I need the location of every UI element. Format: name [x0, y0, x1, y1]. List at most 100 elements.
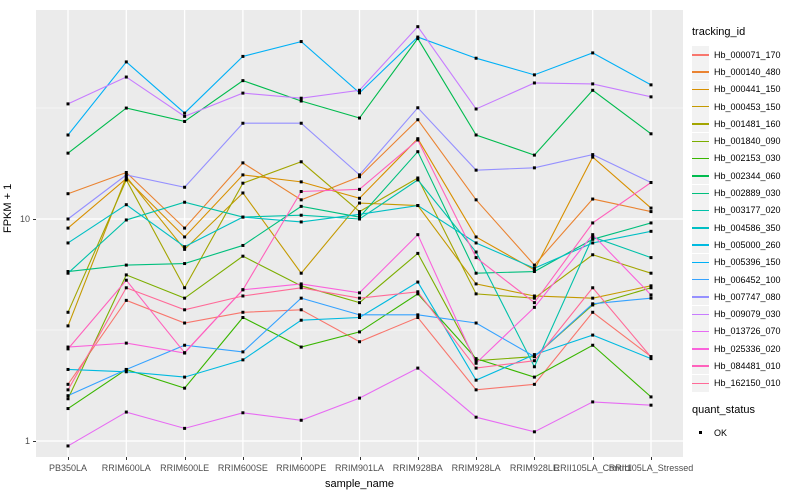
data-point	[474, 133, 478, 137]
data-point	[591, 400, 595, 404]
data-point	[66, 151, 70, 155]
data-point	[591, 233, 595, 237]
data-point	[591, 221, 595, 225]
legend-item-Hb_002344_060: Hb_002344_060	[692, 167, 800, 185]
data-point	[474, 256, 478, 260]
data-point	[66, 345, 70, 349]
data-point	[299, 271, 303, 275]
data-point	[183, 111, 187, 115]
legend-key-line	[692, 330, 709, 333]
legend-key-line	[692, 123, 709, 125]
legend-key-swatch	[692, 253, 709, 271]
data-point	[124, 75, 128, 79]
data-point	[532, 294, 536, 298]
data-point	[474, 388, 478, 392]
data-point	[299, 213, 303, 217]
data-point	[416, 204, 420, 208]
legend-item-Hb_005000_260: Hb_005000_260	[692, 236, 800, 254]
data-point	[416, 35, 420, 39]
data-point	[299, 282, 303, 286]
data-point	[124, 410, 128, 414]
legend-label: Hb_004586_350	[714, 222, 781, 233]
data-point	[358, 396, 361, 400]
data-point	[649, 355, 653, 359]
legend-label: Hb_000441_150	[714, 84, 781, 95]
data-point	[299, 99, 303, 103]
data-point	[66, 192, 70, 196]
data-point	[532, 382, 536, 386]
data-point	[416, 176, 420, 180]
data-point	[183, 119, 187, 123]
data-point	[591, 197, 595, 201]
data-point	[649, 271, 653, 275]
data-point	[124, 106, 128, 110]
data-point	[241, 288, 245, 292]
data-point	[532, 81, 536, 85]
data-point	[241, 243, 245, 247]
x-tick-mark	[417, 457, 419, 460]
x-tick-mark	[68, 457, 69, 460]
legend-label: Hb_001840_090	[714, 136, 781, 147]
data-point	[649, 229, 653, 233]
data-point	[358, 340, 361, 344]
data-point	[241, 161, 245, 165]
data-point	[649, 395, 653, 399]
data-point	[532, 153, 536, 157]
data-point	[591, 253, 595, 257]
x-tick-mark	[126, 457, 128, 460]
legend-key-swatch	[692, 219, 709, 237]
data-point	[241, 173, 245, 177]
legend-key-swatch	[692, 201, 709, 219]
legend-item-Hb_006452_100: Hb_006452_100	[692, 271, 800, 288]
legend-item-Hb_007747_080: Hb_007747_080	[692, 288, 800, 306]
data-point	[124, 278, 128, 282]
data-point	[358, 291, 361, 295]
data-point	[241, 79, 245, 83]
data-point	[183, 321, 187, 325]
data-point	[416, 292, 420, 296]
data-point	[124, 273, 128, 277]
legend-key-line	[692, 296, 709, 298]
data-point	[358, 116, 361, 120]
data-point	[299, 180, 303, 184]
data-point	[416, 138, 420, 142]
legend-item-Hb_004586_350: Hb_004586_350	[692, 219, 800, 237]
data-point	[474, 56, 478, 60]
legend-label: Hb_013726_070	[714, 326, 781, 337]
x-tick-label-RRIM600PE: RRIM600PE	[276, 463, 327, 473]
data-point	[474, 321, 478, 325]
data-point	[183, 351, 187, 355]
data-point	[416, 150, 420, 154]
data-point	[66, 397, 70, 401]
data-point	[183, 114, 187, 118]
data-point	[124, 370, 128, 374]
legend-item-Hb_000140_480: Hb_000140_480	[692, 63, 800, 81]
data-point	[124, 60, 128, 64]
legend-key-line	[692, 192, 709, 194]
data-point	[66, 388, 70, 392]
legend-item-Hb_162150_010: Hb_162150_010	[692, 374, 800, 392]
quant-key-swatch	[692, 424, 709, 441]
data-point	[474, 107, 478, 111]
data-point	[474, 282, 478, 286]
data-point	[241, 181, 245, 185]
legend-label: Hb_025336_020	[714, 343, 781, 354]
data-point	[532, 355, 536, 359]
data-point	[241, 316, 245, 320]
data-point	[241, 121, 245, 125]
data-point	[66, 217, 70, 221]
data-point	[649, 357, 653, 361]
x-tick-label-RRIM901LA: RRIM901LA	[334, 463, 385, 473]
x-tick-label-RRIM928LA: RRIM928LA	[451, 463, 501, 473]
legend-key-swatch	[692, 305, 709, 323]
data-point	[358, 212, 361, 216]
y-tick-mark	[33, 219, 36, 220]
data-point	[66, 133, 70, 137]
data-point	[649, 206, 653, 210]
x-tick-label-RRIM600SE: RRIM600SE	[217, 463, 268, 473]
data-point	[474, 271, 478, 275]
legend-key-line	[692, 279, 709, 281]
data-point	[416, 233, 420, 237]
data-point	[66, 226, 70, 230]
data-point	[299, 220, 303, 224]
